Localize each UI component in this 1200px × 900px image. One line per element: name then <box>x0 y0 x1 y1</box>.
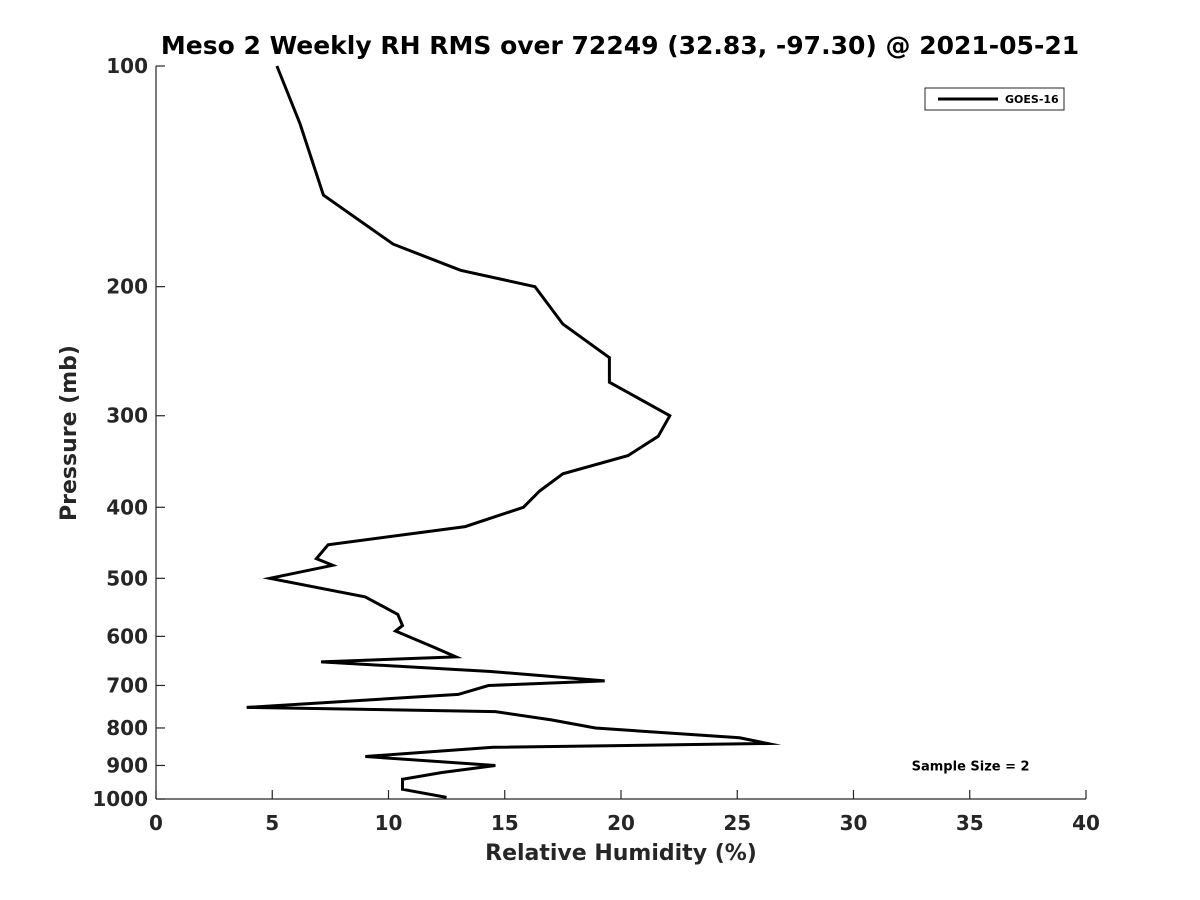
x-tick-label: 30 <box>840 811 868 835</box>
x-axis-label: Relative Humidity (%) <box>485 841 757 866</box>
y-tick-label: 1000 <box>92 787 148 811</box>
series-layer <box>246 65 782 799</box>
x-tick-label: 0 <box>149 811 163 835</box>
sample-size-annotation: Sample Size = 2 <box>912 759 1030 774</box>
y-tick-label: 600 <box>106 624 148 648</box>
y-tick-label: 900 <box>106 753 148 777</box>
x-tick-label: 15 <box>491 811 519 835</box>
y-axis-ticks: 100 200 300 400 500 600 700 800 900 1000 <box>92 54 165 811</box>
x-tick-label: 35 <box>956 811 984 835</box>
y-tick-label: 800 <box>106 716 148 740</box>
chart-title: Meso 2 Weekly RH RMS over 72249 (32.83, … <box>161 31 1079 60</box>
y-axis-label: Pressure (mb) <box>57 345 82 521</box>
x-tick-label: 10 <box>375 811 403 835</box>
legend: GOES-16 <box>924 87 1065 111</box>
y-tick-label: 700 <box>106 673 148 697</box>
y-tick-label: 500 <box>106 566 148 590</box>
x-axis-ticks: 0 5 10 15 20 25 30 35 40 <box>149 790 1100 835</box>
x-tick-label: 20 <box>607 811 635 835</box>
x-tick-label: 25 <box>723 811 751 835</box>
legend-entry-label: GOES-16 <box>1005 93 1059 106</box>
y-tick-label: 300 <box>106 404 148 428</box>
x-tick-label: 40 <box>1072 811 1100 835</box>
y-tick-label: 400 <box>106 495 148 519</box>
plot-area <box>156 66 1086 799</box>
y-tick-label: 200 <box>106 275 148 299</box>
y-tick-label: 100 <box>106 54 148 78</box>
annotations: Sample Size = 2 <box>912 759 1030 774</box>
x-tick-label: 5 <box>265 811 279 835</box>
series-line-goes-16 <box>246 65 782 799</box>
